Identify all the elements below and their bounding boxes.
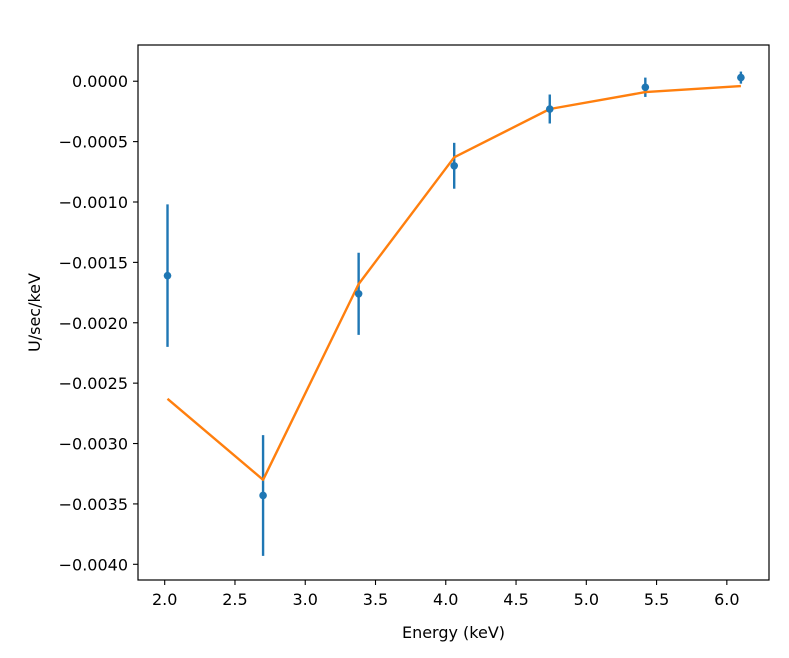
x-tick-label: 5.0 [574, 590, 599, 609]
y-tick-label: −0.0005 [59, 133, 128, 152]
data-point [450, 161, 459, 170]
x-axis-label: Energy (keV) [402, 623, 505, 642]
y-tick-label: −0.0020 [59, 314, 128, 333]
x-tick-label: 5.5 [644, 590, 669, 609]
y-tick-label: −0.0015 [59, 253, 128, 272]
x-tick-label: 4.5 [503, 590, 528, 609]
model-line-layer [166, 84, 741, 481]
data-point [354, 289, 363, 298]
y-axis-label: U/sec/keV [25, 273, 44, 352]
y-tick-label: −0.0040 [59, 555, 128, 574]
y-axis-ticks: 0.0000 −0.0005 −0.0010 −0.0015 −0.0020 −0.002… [59, 72, 138, 574]
plot-frame [137, 44, 770, 581]
y-tick-label: −0.0035 [59, 495, 128, 514]
data-point-layer [163, 73, 745, 500]
y-tick-label: −0.0030 [59, 435, 128, 454]
x-axis-ticks: 2.0 2.5 3.0 3.5 4.0 4.5 5.0 5.5 6.0 [152, 580, 740, 609]
error-bar-layer [166, 71, 743, 556]
y-tick-label: −0.0010 [59, 193, 128, 212]
model-line [166, 84, 741, 481]
x-tick-label: 6.0 [714, 590, 739, 609]
data-point [259, 491, 267, 500]
y-tick-label: 0.0000 [72, 72, 128, 91]
y-tick-label: −0.0025 [59, 374, 128, 393]
x-tick-label: 4.0 [433, 590, 458, 609]
data-point [641, 83, 650, 92]
x-tick-label: 3.0 [293, 590, 318, 609]
x-tick-label: 2.0 [152, 590, 177, 609]
x-tick-label: 2.5 [222, 590, 247, 609]
data-point [163, 271, 172, 280]
data-point [545, 105, 554, 113]
data-point [737, 73, 745, 82]
x-tick-label: 3.5 [363, 590, 388, 609]
